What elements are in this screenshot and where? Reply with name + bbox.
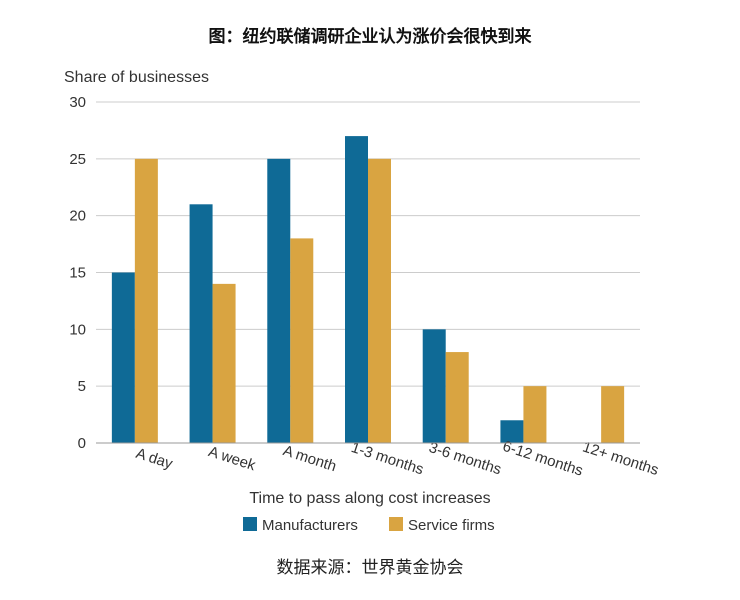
x-axis-title: Time to pass along cost increases (249, 490, 490, 507)
bar-service-firms (290, 238, 314, 443)
x-axis-ticks: A day A week A month 1-3 months 3-6 months6-… (134, 438, 661, 480)
y-tick-label: 0 (78, 435, 86, 452)
bar-manufacturers (189, 204, 213, 443)
x-tick-label: 6-12 months (501, 438, 586, 480)
bar-service-firms (523, 386, 547, 443)
legend-swatch (389, 517, 403, 531)
x-tick-label: 1-3 months (349, 439, 426, 478)
bar-manufacturers (111, 272, 135, 443)
bar-service-firms (445, 352, 469, 443)
bar-service-firms (134, 158, 158, 444)
y-tick-label: 5 (78, 378, 86, 395)
y-tick-label: 10 (69, 321, 86, 338)
bar-service-firms (601, 386, 625, 443)
bar-service-firms (368, 158, 391, 444)
y-tick-label: 25 (69, 151, 86, 168)
x-tick-label: 12+ months (580, 438, 660, 479)
legend: Manufacturers Service firms (243, 517, 495, 534)
x-tick-label: 3-6 months (427, 439, 504, 478)
bar-manufacturers (422, 329, 446, 443)
x-tick-label: A day (134, 445, 175, 473)
y-axis-ticks: 0 5 10 15 20 25 30 (69, 94, 86, 452)
x-tick-label: A week (206, 443, 258, 474)
legend-label: Manufacturers (262, 517, 358, 534)
legend-label: Service firms (408, 517, 495, 534)
legend-swatch (243, 517, 257, 531)
bars (111, 136, 625, 444)
bar-service-firms (212, 283, 236, 443)
y-tick-label: 20 (69, 208, 86, 225)
x-tick-label: A month (281, 442, 339, 475)
bar-manufacturers (267, 158, 291, 444)
bar-manufacturers (345, 136, 368, 443)
y-axis-title: Share of businesses (64, 69, 209, 86)
chart-title: 图：纽约联储调研企业认为涨价会很快到来 (208, 27, 532, 47)
y-tick-label: 15 (69, 265, 86, 282)
y-tick-label: 30 (69, 94, 86, 111)
bar-manufacturers (500, 420, 524, 443)
source-note: 数据来源：世界黄金协会 (276, 558, 464, 578)
